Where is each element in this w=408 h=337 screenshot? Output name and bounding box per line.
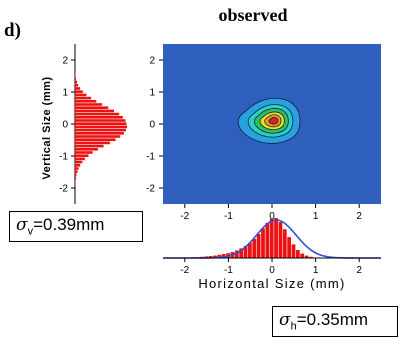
- horizontal-histogram-bar: [287, 237, 291, 258]
- sigma-v-symbol: σ: [16, 215, 28, 235]
- map-x-tick-label: 2: [356, 211, 362, 222]
- horizontal-histogram-bar: [265, 223, 269, 258]
- vertical-histogram-bar: [75, 174, 77, 177]
- map-x-tick-label: 1: [313, 211, 319, 222]
- vertical-histogram-bar: [75, 183, 76, 186]
- vertical-histogram-bar: [75, 180, 76, 183]
- vertical-histogram-bar: [75, 126, 127, 129]
- vertical-histogram-bar: [75, 94, 86, 97]
- vertical-histogram-tick-label: 0: [62, 120, 68, 131]
- vertical-histogram-bar: [75, 142, 110, 145]
- vertical-histogram-bar: [75, 145, 104, 148]
- horizontal-histogram-ticks: -2 -1 0 1 2: [180, 258, 362, 276]
- horizontal-histogram-bar: [261, 228, 265, 258]
- vertical-histogram-bar: [75, 71, 76, 74]
- vertical-histogram-bar: [75, 103, 102, 106]
- vertical-histogram-ticks: -2 -1 0 1 2: [59, 56, 75, 195]
- sigma-h-symbol: σ: [279, 310, 291, 330]
- vertical-histogram-bar: [75, 81, 77, 84]
- horizontal-histogram-bar: [292, 244, 296, 258]
- vertical-axis-label: Vertical Size (mm): [41, 76, 53, 179]
- vertical-histogram-bar: [75, 158, 85, 161]
- horizontal-histogram-tick-label: 2: [356, 265, 362, 276]
- horizontal-histogram-bar: [296, 250, 300, 258]
- vertical-histogram-bar: [75, 148, 98, 151]
- vertical-histogram-bar: [75, 177, 76, 180]
- vertical-histogram-bar: [75, 116, 123, 119]
- horizontal-histogram-tick-label: -2: [180, 265, 189, 276]
- sigma-h-box: σh=0.35mm: [272, 306, 398, 337]
- vertical-histogram-bar: [75, 74, 76, 77]
- map-x-tick-label: -2: [180, 211, 189, 222]
- vertical-histogram-tick-label: -2: [59, 184, 68, 195]
- map-y-tick-label: -2: [146, 184, 155, 195]
- horizontal-histogram-tick-label: 0: [269, 265, 275, 276]
- horizontal-histogram-bar: [283, 229, 287, 258]
- map-y-tick-label: 2: [149, 56, 155, 67]
- vertical-histogram-bar: [75, 167, 79, 170]
- vertical-histogram-bar: [75, 154, 89, 157]
- vertical-histogram-tick-label: 2: [62, 56, 68, 67]
- vertical-histogram-bar: [75, 119, 125, 122]
- panel-label: d): [4, 20, 21, 41]
- vertical-histogram-bar: [75, 78, 76, 81]
- vertical-histogram-bar: [75, 132, 124, 135]
- horizontal-histogram-tick-label: 1: [313, 265, 319, 276]
- vertical-histogram-bar: [75, 87, 80, 90]
- horizontal-histogram-bar: [270, 219, 274, 258]
- vertical-histogram-bar: [75, 106, 108, 109]
- horizontal-histogram-bar: [252, 239, 256, 258]
- horizontal-axis-label: Horizontal Size (mm): [198, 276, 345, 291]
- map-x-tick-label: -1: [224, 211, 233, 222]
- horizontal-histogram-bar: [257, 234, 261, 258]
- vertical-histogram-bar: [75, 164, 80, 167]
- sigma-v-value: =0.39mm: [33, 215, 104, 234]
- horizontal-histogram-bar: [279, 222, 283, 258]
- vertical-histogram: Vertical Size (mm) -2 -1 0 1 2: [41, 44, 127, 204]
- vertical-histogram-bar: [75, 90, 83, 93]
- vertical-histogram-bar: [75, 122, 126, 125]
- map-y-tick-label: 0: [149, 120, 155, 131]
- vertical-histogram-bar: [75, 100, 96, 103]
- vertical-histogram-bar: [75, 113, 119, 116]
- vertical-histogram-bar: [75, 138, 116, 141]
- map-y-tick-label: 1: [149, 88, 155, 99]
- sigma-h-value: =0.35mm: [297, 310, 368, 329]
- chart-title: observed: [219, 5, 288, 25]
- vertical-histogram-tick-label: 1: [62, 88, 68, 99]
- horizontal-histogram: -2 -1 0 1 2 Horizontal Size (mm): [163, 218, 381, 291]
- horizontal-histogram-bars: [183, 218, 322, 258]
- vertical-histogram-bar: [75, 84, 78, 87]
- vertical-histogram-bar: [75, 97, 91, 100]
- horizontal-histogram-bar: [300, 254, 304, 258]
- vertical-histogram-bar: [75, 161, 82, 164]
- map-y-tick-label: -1: [146, 152, 155, 163]
- vertical-histogram-tick-label: -1: [59, 152, 68, 163]
- vertical-histogram-bar: [75, 135, 120, 138]
- sigma-v-box: σv=0.39mm: [9, 211, 143, 242]
- horizontal-histogram-bar: [274, 218, 278, 258]
- vertical-histogram-bar: [75, 170, 78, 173]
- vertical-histogram-bars: [75, 71, 127, 186]
- vertical-histogram-bar: [75, 110, 114, 113]
- horizontal-histogram-tick-label: -1: [224, 265, 233, 276]
- vertical-histogram-bar: [75, 129, 126, 132]
- vertical-histogram-bar: [75, 151, 93, 154]
